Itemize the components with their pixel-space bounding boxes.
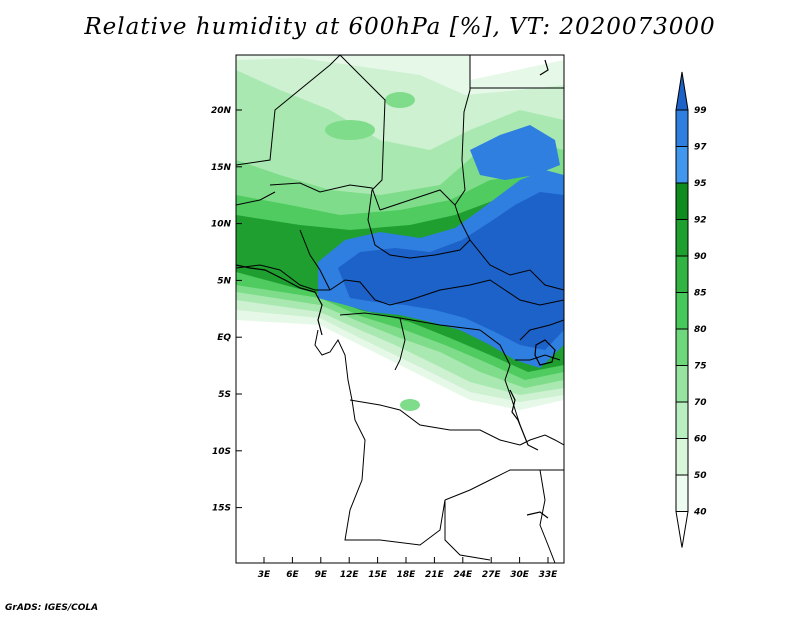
latitude-axis: 20N 15N 10N 5N EQ 5S 10S 15S <box>211 106 242 514</box>
colorbar-label: 60 <box>694 435 707 445</box>
lon-tick-label: 15E <box>368 570 388 580</box>
colorbar-label: 80 <box>694 325 707 335</box>
rh-patch <box>385 92 415 108</box>
rh-patch <box>325 120 375 140</box>
country-borders <box>236 55 564 563</box>
colorbar-box <box>675 109 689 147</box>
colorbar: 99 97 95 92 90 85 80 75 70 60 50 40 <box>675 71 707 548</box>
colorbar-box <box>675 474 689 512</box>
lat-tick-label: 20N <box>211 106 232 116</box>
coastlines <box>236 59 556 519</box>
lat-tick-label: 10N <box>211 220 232 230</box>
map-frame <box>235 54 565 564</box>
humidity-field <box>236 55 564 563</box>
colorbar-label: 92 <box>694 216 707 226</box>
rh-field-97 <box>338 192 564 350</box>
colorbar-label: 95 <box>694 179 707 189</box>
lon-tick-label: 9E <box>315 570 328 580</box>
colorbar-top-arrow <box>675 71 689 111</box>
lon-tick-label: 3E <box>258 570 271 580</box>
colorbar-box <box>675 438 689 476</box>
colorbar-label: 85 <box>694 289 707 299</box>
lat-tick-label: 15N <box>211 163 232 173</box>
lon-tick-label: 33E <box>539 570 559 580</box>
colorbar-box <box>675 365 689 403</box>
colorbar-box <box>675 328 689 366</box>
chart-title: Relative humidity at 600hPa [%], VT: 202… <box>84 14 716 40</box>
rh-field-97-north <box>470 125 560 180</box>
lon-tick-label: 24E <box>453 570 473 580</box>
colorbar-label: 99 <box>694 106 707 116</box>
colorbar-box <box>675 401 689 439</box>
lat-tick-label: 5N <box>217 276 231 286</box>
colorbar-label: 97 <box>694 143 707 153</box>
colorbar-box <box>675 292 689 330</box>
lon-tick-label: 6E <box>286 570 299 580</box>
lat-tick-label: 15S <box>212 504 231 514</box>
longitude-axis: 3E 6E 9E 12E 15E 18E 21E 24E 27E 30E 33E <box>258 557 558 580</box>
colorbar-label: 90 <box>694 252 707 262</box>
colorbar-bottom-arrow <box>675 511 689 548</box>
lon-tick-label: 18E <box>397 570 417 580</box>
lon-tick-label: 21E <box>425 570 445 580</box>
rh-patch <box>400 399 420 411</box>
colorbar-box <box>675 219 689 257</box>
colorbar-box <box>675 255 689 293</box>
lon-tick-label: 30E <box>510 570 530 580</box>
colorbar-label: 75 <box>694 362 707 372</box>
credit-text: GrADS: IGES/COLA <box>5 603 99 613</box>
lon-tick-label: 27E <box>482 570 502 580</box>
lat-tick-label: 5S <box>218 390 231 400</box>
colorbar-box <box>675 182 689 220</box>
lat-tick-label: 10S <box>212 447 231 457</box>
lat-tick-label: EQ <box>217 333 231 343</box>
colorbar-label: 70 <box>694 398 707 408</box>
lon-tick-label: 12E <box>340 570 360 580</box>
colorbar-label: 50 <box>694 471 707 481</box>
colorbar-box <box>675 146 689 184</box>
colorbar-label: 40 <box>693 508 707 518</box>
